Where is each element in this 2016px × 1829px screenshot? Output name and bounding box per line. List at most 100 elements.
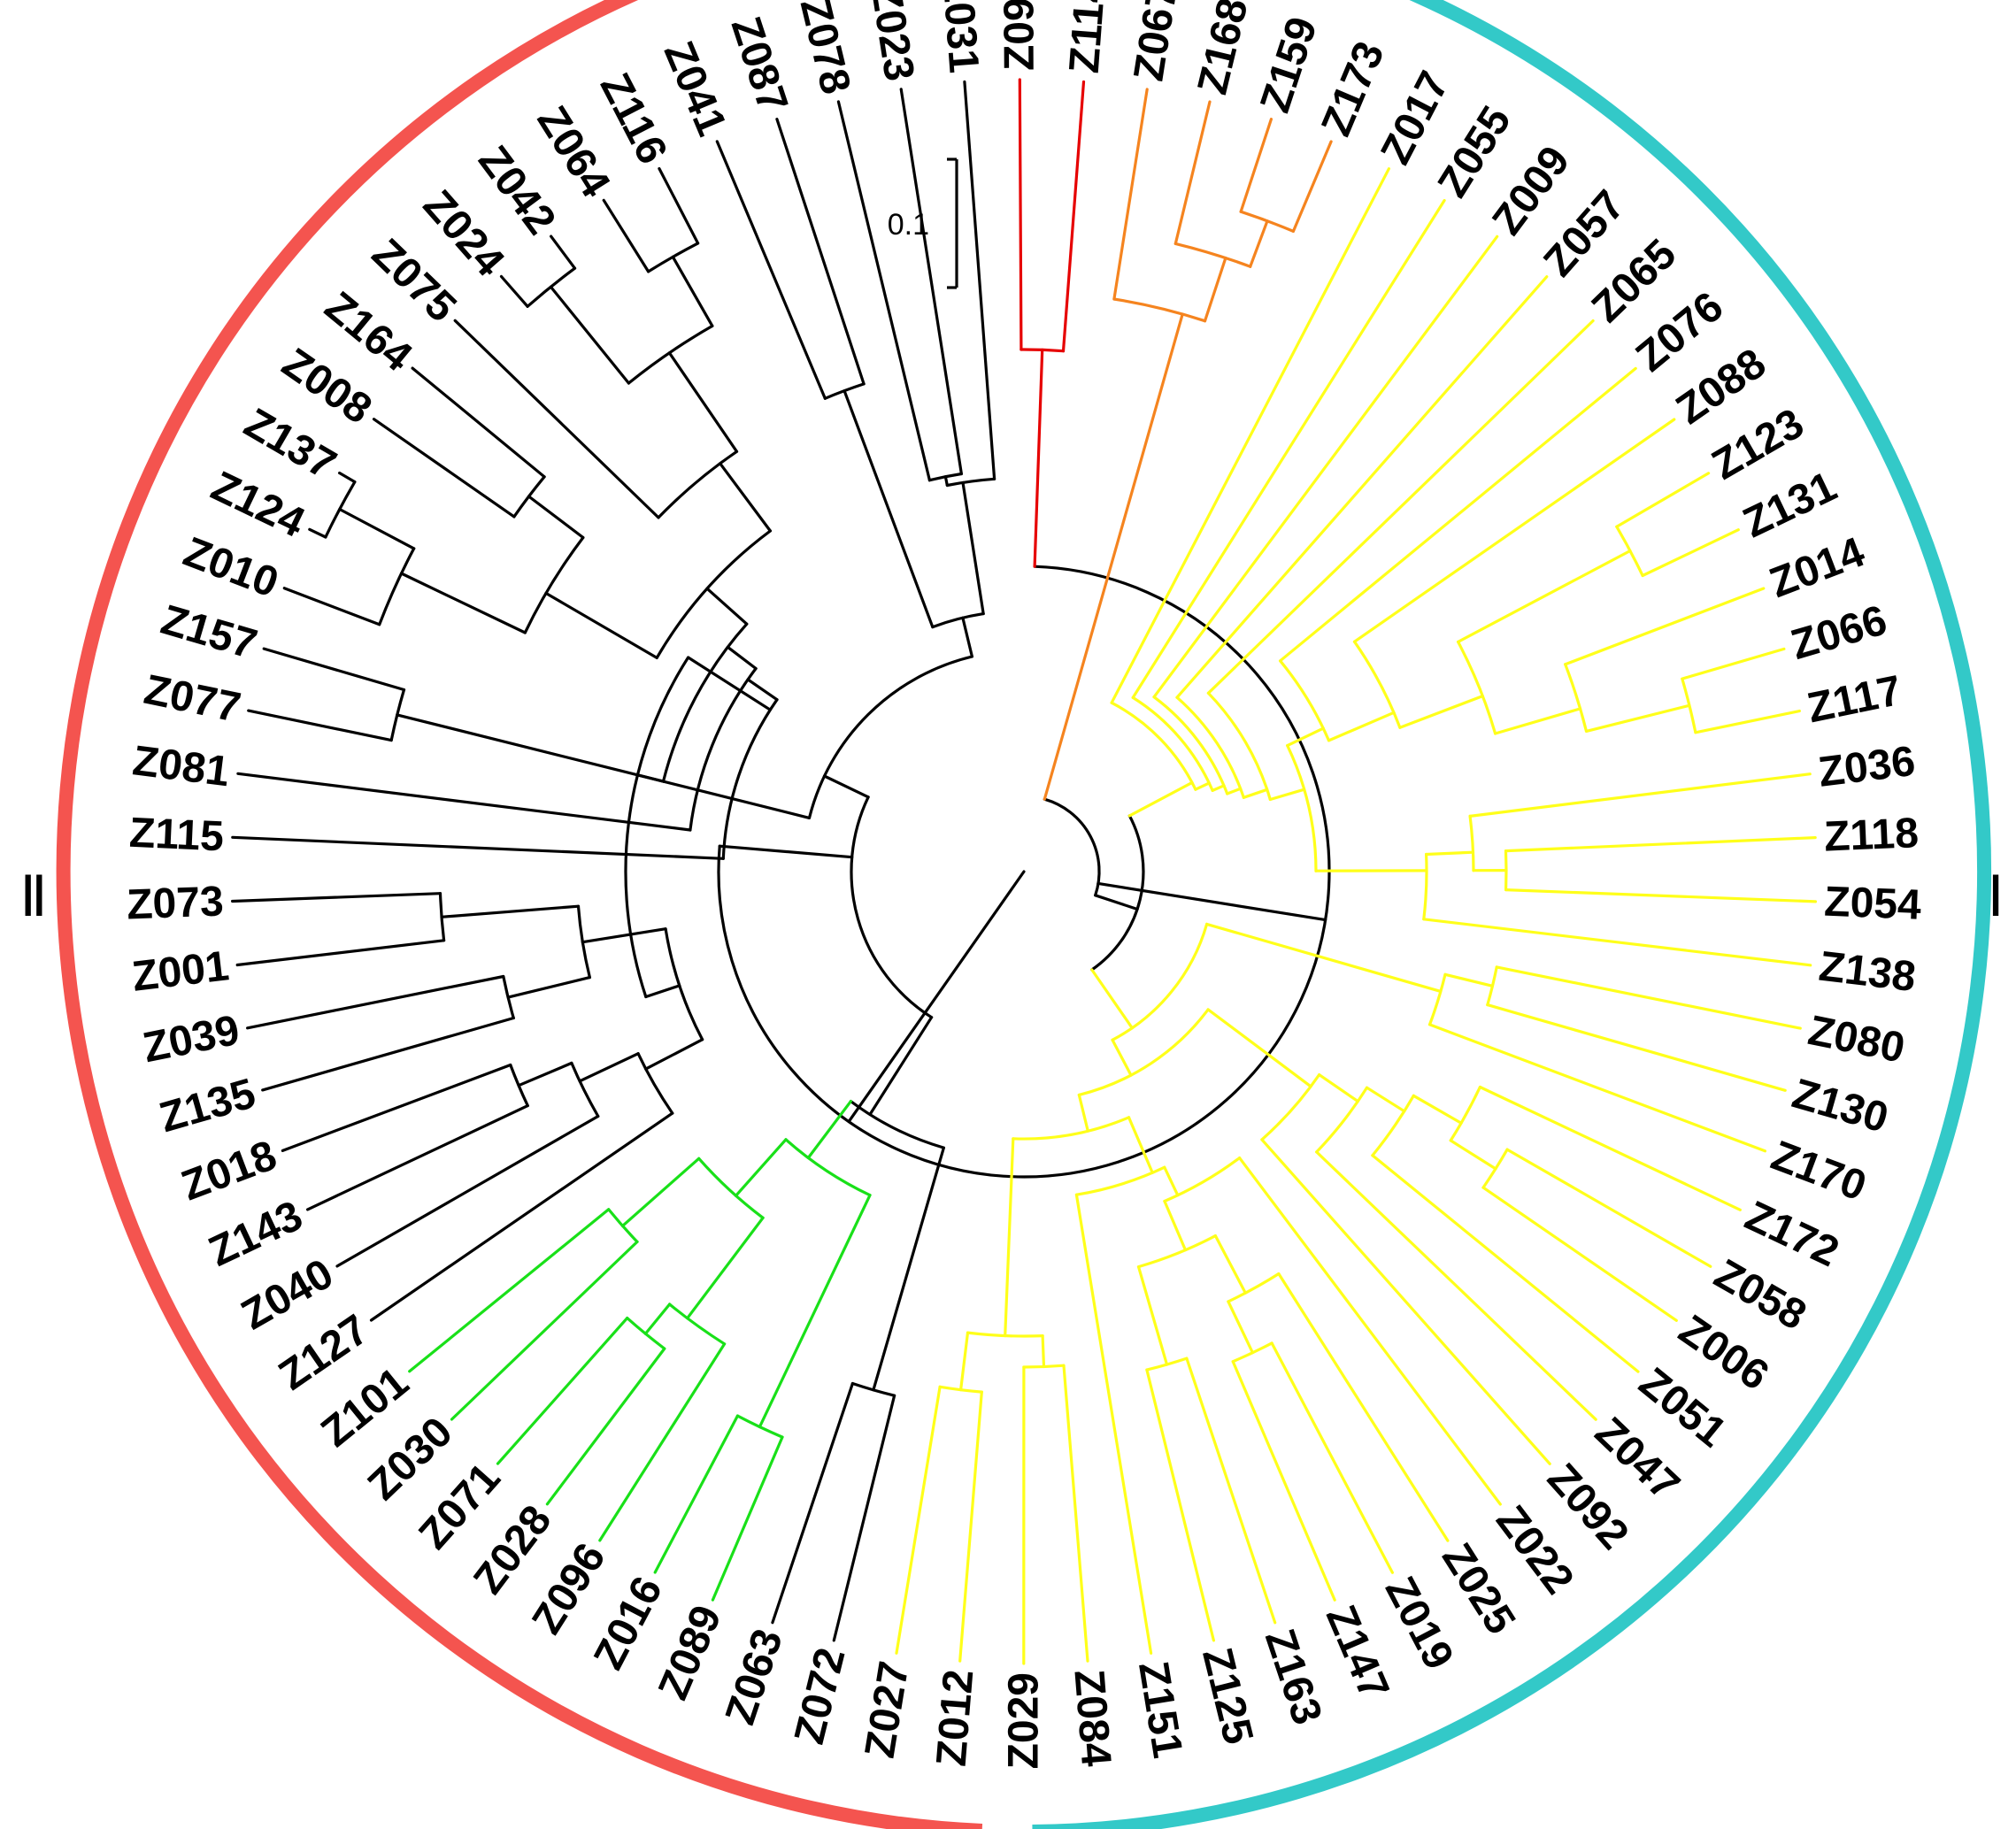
clade-arc (627, 324, 714, 385)
tip-label-z066: Z066 (1786, 596, 1892, 669)
tip-branch-z125 (1145, 1368, 1215, 1642)
internal-branch (868, 1016, 934, 1117)
tip-branch-z006 (1481, 1186, 1678, 1322)
tip-label-z080: Z080 (1804, 1007, 1909, 1072)
clade-arc (1022, 1364, 1066, 1369)
internal-branch (1226, 787, 1243, 795)
tip-label-z081: Z081 (130, 737, 232, 795)
tip-branch-z047 (1315, 1150, 1597, 1421)
clade-arc (1427, 972, 1447, 1026)
internal-branch (1203, 256, 1227, 323)
tip-label-z063: Z063 (717, 1624, 792, 1731)
internal-branch (1205, 922, 1443, 993)
internal-branch (686, 1216, 765, 1320)
clade-arc (1468, 814, 1475, 872)
clade-arc (607, 1208, 639, 1243)
clade-arc (655, 529, 772, 659)
tip-branch-z042 (550, 234, 577, 270)
clade-arc (1239, 210, 1295, 233)
tip-branch-z001 (235, 939, 446, 967)
tip-branch-z024 (499, 274, 529, 308)
tip-branch-z008 (372, 418, 516, 519)
tip-branch-z054 (1504, 888, 1817, 903)
clade-arc (378, 547, 416, 626)
tip-branch-z116 (658, 166, 700, 245)
clade-arc (636, 1052, 674, 1115)
internal-branch (1327, 711, 1396, 742)
internal-branch (718, 844, 854, 859)
tip-branch-z117 (1694, 709, 1801, 734)
internal-branch (1206, 1008, 1312, 1088)
group-label-ii: Ⅱ (19, 865, 48, 928)
tip-branch-z147 (1231, 1360, 1336, 1602)
internal-branch (549, 285, 630, 385)
internal-branch (1286, 726, 1325, 748)
internal-branch (943, 475, 949, 488)
group-labels: Ⅱ Ⅰ (19, 865, 2004, 928)
tip-branch-z151 (1074, 1193, 1153, 1655)
internal-branch (961, 616, 973, 658)
internal-branch (1094, 894, 1139, 911)
tip-branch-z017 (1110, 167, 1390, 704)
tip-branch-z030 (450, 1240, 639, 1421)
internal-branch (1457, 549, 1632, 643)
tip-label-z073: Z073 (126, 878, 224, 928)
clade-arc (1422, 852, 1428, 921)
clade-arc (1090, 814, 1145, 972)
tip-branch-z010 (282, 587, 381, 626)
tip-branch-z087 (775, 118, 866, 386)
clade-arc (721, 698, 779, 860)
tip-branch-z036 (1468, 772, 1812, 818)
internal-branch (578, 1052, 640, 1083)
tip-branch-z092 (1260, 1138, 1551, 1465)
internal-branch (440, 904, 581, 918)
internal-branch (1268, 788, 1306, 802)
tip-branch-z159 (1239, 118, 1273, 213)
clade-arc (1043, 797, 1101, 897)
group-label-i: Ⅰ (1988, 865, 2004, 928)
clade-arc (966, 1331, 1044, 1338)
tip-label-z029: Z029 (1000, 1672, 1047, 1769)
tip-branch-z064 (602, 198, 650, 273)
internal-branch (1127, 780, 1194, 818)
internal-branch (1227, 1300, 1254, 1355)
internal-branch (1449, 1139, 1497, 1171)
tip-branch-z063 (771, 1381, 854, 1625)
tip-branch-z071 (496, 1317, 629, 1465)
tip-branch-z127 (369, 1111, 674, 1322)
tip-branch-z078 (836, 100, 931, 482)
tip-branch-z028 (545, 1347, 666, 1506)
tip-branch-z023 (899, 88, 963, 476)
clade-arc (784, 1138, 872, 1197)
clade-arc (1279, 659, 1331, 742)
tip-label-z041: Z041 (655, 35, 735, 142)
internal-branch (746, 678, 779, 702)
clade-arc (570, 1061, 600, 1118)
tip-branch-z143 (306, 1104, 529, 1211)
tip-branch-z118 (1504, 836, 1817, 853)
internal-branch (734, 1138, 788, 1197)
clade-arc (1615, 525, 1644, 578)
clade-arc (509, 1063, 529, 1108)
tip-label-z117: Z117 (1804, 667, 1905, 733)
tree-branches (231, 78, 1817, 1665)
tip-branch-z096 (598, 1342, 727, 1542)
tip-branch-z066 (1681, 647, 1786, 680)
internal-branch (1127, 1116, 1154, 1174)
clade-arc (626, 1317, 666, 1350)
tip-label-z159: Z159 (1251, 12, 1327, 118)
internal-branch (1365, 1086, 1406, 1113)
clade-arc (1110, 701, 1197, 791)
internal-branch (1318, 1073, 1359, 1103)
clade-arc (1231, 1341, 1273, 1364)
tip-label-z023: Z023 (861, 0, 922, 84)
internal-branch (1111, 1038, 1133, 1077)
tip-branch-z138 (1422, 918, 1812, 967)
internal-branch (517, 1061, 573, 1087)
internal-branch (1077, 1093, 1089, 1133)
clade-arc (1564, 663, 1589, 733)
internal-branch (806, 1100, 852, 1160)
clade-arc (1020, 348, 1066, 353)
internal-branch (399, 572, 527, 634)
clade-arc (1173, 242, 1252, 268)
